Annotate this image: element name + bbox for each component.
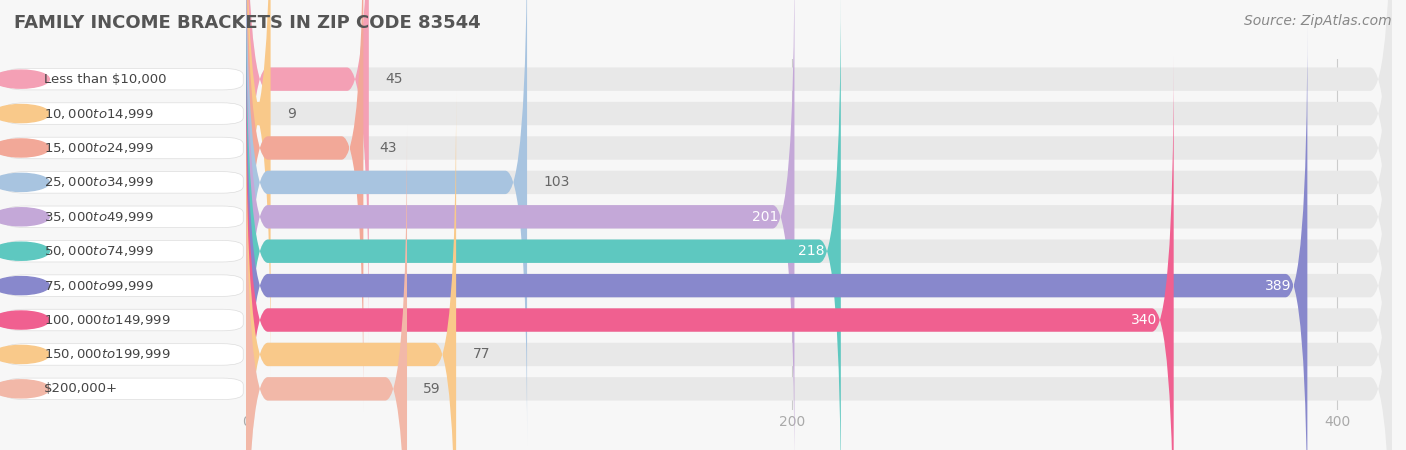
FancyBboxPatch shape [246,22,1308,450]
Text: $25,000 to $34,999: $25,000 to $34,999 [44,176,153,189]
FancyBboxPatch shape [246,125,1392,450]
Text: 77: 77 [472,347,491,361]
FancyBboxPatch shape [246,0,1392,343]
FancyBboxPatch shape [246,91,1392,450]
Text: $100,000 to $149,999: $100,000 to $149,999 [44,313,170,327]
Text: $150,000 to $199,999: $150,000 to $199,999 [44,347,170,361]
Text: 103: 103 [544,176,569,189]
FancyBboxPatch shape [246,56,1174,450]
FancyBboxPatch shape [246,56,1392,450]
Text: 59: 59 [423,382,441,396]
FancyBboxPatch shape [246,0,1392,450]
FancyBboxPatch shape [246,125,406,450]
Text: $15,000 to $24,999: $15,000 to $24,999 [44,141,153,155]
Text: 45: 45 [385,72,402,86]
Text: 389: 389 [1264,279,1291,292]
FancyBboxPatch shape [246,0,368,343]
FancyBboxPatch shape [246,0,1392,412]
FancyBboxPatch shape [246,0,1392,377]
Text: $35,000 to $49,999: $35,000 to $49,999 [44,210,153,224]
Text: 218: 218 [799,244,824,258]
FancyBboxPatch shape [246,0,1392,446]
Text: 201: 201 [752,210,778,224]
FancyBboxPatch shape [246,22,1392,450]
FancyBboxPatch shape [246,0,270,377]
FancyBboxPatch shape [246,0,363,412]
FancyBboxPatch shape [246,0,1392,450]
FancyBboxPatch shape [246,0,794,450]
Text: Less than $10,000: Less than $10,000 [44,72,166,86]
FancyBboxPatch shape [246,0,841,450]
Text: 43: 43 [380,141,398,155]
Text: FAMILY INCOME BRACKETS IN ZIP CODE 83544: FAMILY INCOME BRACKETS IN ZIP CODE 83544 [14,14,481,32]
Text: 9: 9 [287,107,295,121]
FancyBboxPatch shape [246,91,456,450]
Text: $75,000 to $99,999: $75,000 to $99,999 [44,279,153,292]
Text: $10,000 to $14,999: $10,000 to $14,999 [44,107,153,121]
Text: $50,000 to $74,999: $50,000 to $74,999 [44,244,153,258]
Text: 340: 340 [1130,313,1157,327]
Text: Source: ZipAtlas.com: Source: ZipAtlas.com [1244,14,1392,27]
Text: $200,000+: $200,000+ [44,382,118,396]
FancyBboxPatch shape [246,0,527,446]
